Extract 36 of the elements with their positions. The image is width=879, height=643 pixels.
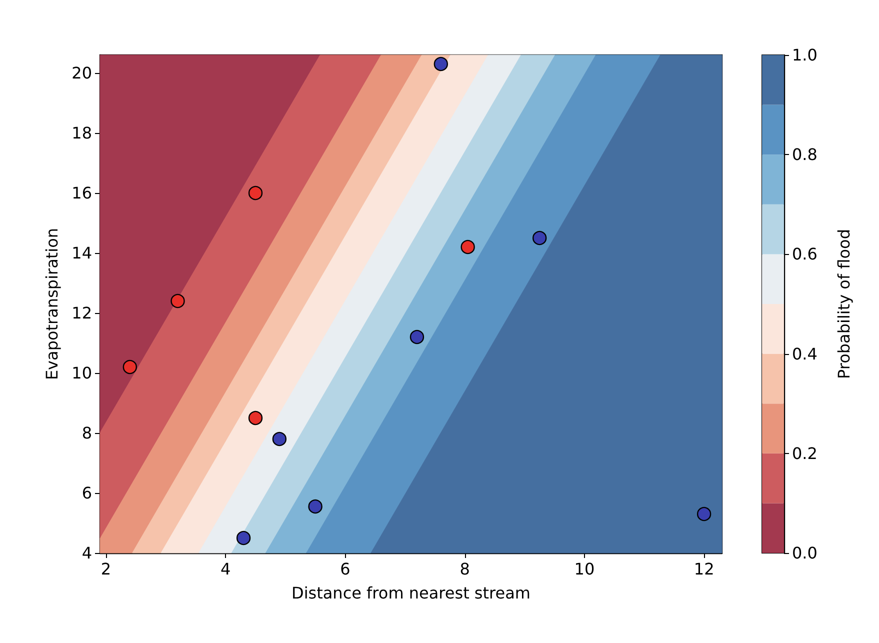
color-bar-label: 0.0: [792, 544, 818, 562]
point: [532, 230, 547, 246]
point: [170, 294, 185, 308]
point: [236, 530, 251, 546]
point: [248, 186, 263, 200]
y-tick-label: 14: [72, 244, 92, 262]
point: [696, 506, 712, 522]
color-bar-title: Probability of flood: [834, 229, 854, 379]
y-axis-title: Evapotranspiration: [42, 228, 62, 380]
point: [308, 499, 322, 514]
x-tick-label: 10: [574, 560, 595, 578]
color-bar-label: 1.0: [792, 46, 818, 64]
color-bar-label: 0.8: [792, 145, 818, 164]
x-axis-title: Distance from nearest stream: [292, 584, 530, 602]
x-tick-label: 8: [460, 560, 470, 578]
color-bar-label: 0.2: [792, 444, 818, 463]
x-tick-label: 12: [694, 560, 714, 578]
point: [122, 360, 138, 374]
point: [434, 56, 448, 72]
color-bar-label: 0.4: [792, 344, 818, 364]
y-tick-label: 18: [72, 124, 92, 142]
y-tick-label: 12: [72, 304, 92, 322]
point: [248, 410, 263, 426]
point: [410, 330, 424, 344]
y-tick-label: 10: [72, 364, 92, 382]
x-tick-label: 2: [100, 560, 112, 578]
y-tick-label: 4: [82, 544, 92, 562]
x-tick-label: 4: [220, 560, 231, 578]
point: [460, 240, 475, 254]
y-tick-label: 20: [72, 64, 92, 82]
point: [272, 432, 287, 446]
color-bar-label: 0.6: [792, 244, 818, 264]
y-tick-label: 16: [72, 184, 92, 202]
y-tick-label: 6: [82, 484, 92, 502]
y-tick-label: 8: [82, 424, 92, 442]
x-tick-label: 6: [340, 560, 350, 578]
